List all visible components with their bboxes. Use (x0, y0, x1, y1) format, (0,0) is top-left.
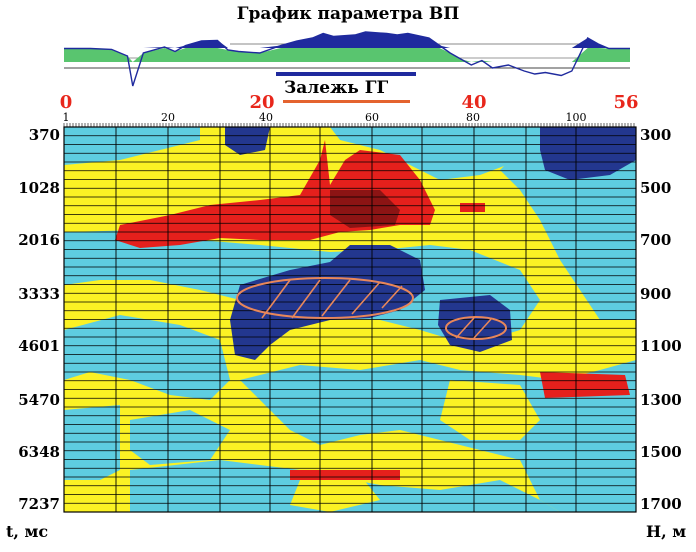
cyan-region-left-mid (64, 315, 230, 400)
anomaly-hatch (351, 281, 381, 315)
cyan-region-left-low (64, 405, 120, 480)
right-tick-1700: 1700 (640, 495, 682, 513)
heatmap-area (64, 127, 636, 512)
anomaly-hatch-small (455, 317, 475, 339)
scale-black-tick-20: 20 (161, 111, 175, 124)
darkred-region-core (330, 190, 400, 228)
left-tick-5470: 5470 (18, 391, 60, 409)
vp-green-band (64, 48, 630, 62)
right-tick-1300: 1300 (640, 391, 682, 409)
cyan-region-top-left (64, 127, 200, 165)
left-tick-6348: 6348 (18, 443, 60, 461)
left-tick-1028: 1028 (18, 179, 60, 197)
scale-black-tick-100: 100 (566, 111, 587, 124)
anomaly-hatch-small (473, 317, 493, 339)
zone-bar-blue (276, 72, 416, 76)
yellow-island-2 (290, 475, 380, 512)
right-tick-900: 900 (640, 285, 671, 303)
anomaly-hatch (321, 279, 351, 317)
left-tick-3333: 3333 (18, 285, 60, 303)
right-tick-1100: 1100 (640, 337, 682, 355)
yellow-island-1 (440, 380, 540, 440)
scale-black-tick-40: 40 (259, 111, 273, 124)
vp-blue-fill (64, 32, 630, 48)
scale-red-tick-0: 0 (60, 92, 73, 113)
right-tick-300: 300 (640, 126, 671, 144)
anomaly-hatch (291, 279, 321, 319)
zone-label: Залежь ГГ (284, 78, 389, 98)
left-tick-370: 370 (29, 126, 60, 144)
blue-region-top-left (225, 127, 270, 155)
cyan-region-low-left2 (130, 410, 230, 465)
anomaly-hatch (381, 285, 403, 309)
blue-region-anomaly (230, 245, 425, 360)
scale-red-tick-40: 40 (461, 92, 486, 113)
left-tick-2016: 2016 (18, 231, 60, 249)
red-region-small (460, 203, 485, 212)
right-tick-500: 500 (640, 179, 671, 197)
left-tick-4601: 4601 (18, 337, 60, 355)
scale-red-tick-56: 56 (613, 92, 638, 113)
scale-red-tick-20: 20 (249, 92, 274, 113)
zone-bar-orange (283, 100, 410, 103)
scale-black-tick-60: 60 (365, 111, 379, 124)
left-axis-label: t, мс (6, 522, 49, 541)
anomaly-ellipse-main (236, 277, 414, 319)
right-tick-1500: 1500 (640, 443, 682, 461)
scale-black-tick-80: 80 (466, 111, 480, 124)
right-axis-label: H, м (646, 522, 687, 541)
red-region-right (540, 372, 630, 398)
anomaly-hatch (261, 279, 291, 319)
right-tick-700: 700 (640, 231, 671, 249)
plot-frame (63, 126, 637, 513)
chart-title: График параметра ВП (236, 4, 460, 24)
left-tick-7237: 7237 (18, 495, 60, 513)
vp-curve-line (64, 31, 630, 87)
scale-black-tick-1: 1 (63, 111, 70, 124)
red-region-bottom (290, 470, 400, 480)
anomaly-ellipse-small (445, 316, 507, 340)
